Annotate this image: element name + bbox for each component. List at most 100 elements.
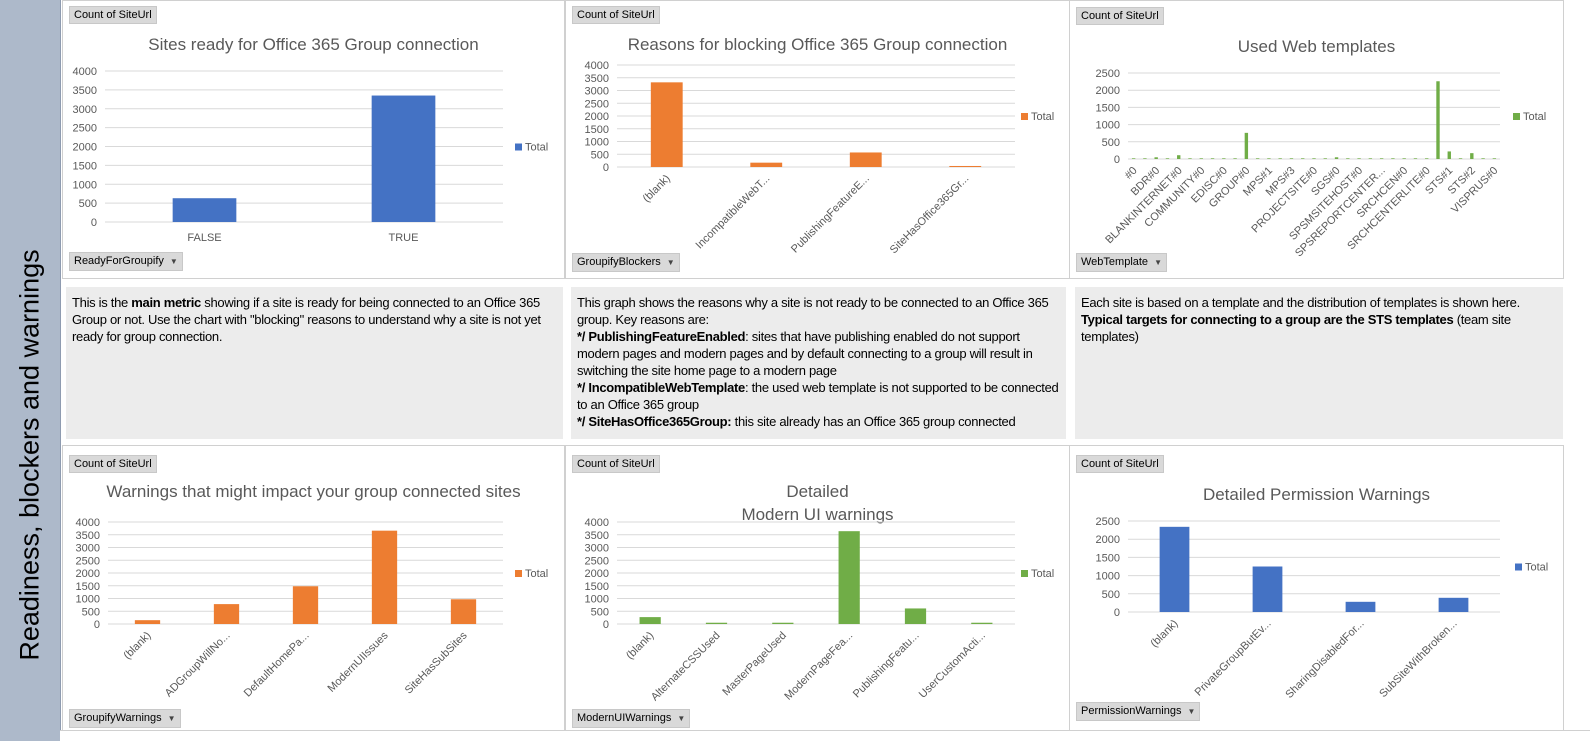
bar[interactable] [949, 165, 982, 167]
bar[interactable] [1154, 157, 1158, 159]
bar[interactable] [1346, 158, 1350, 159]
bar[interactable] [838, 531, 860, 624]
axis-field-button[interactable]: PermissionWarnings ▼ [1076, 702, 1201, 721]
y-tick-label: 1500 [73, 160, 97, 172]
y-tick-label: 2500 [585, 555, 609, 567]
dropdown-arrow-icon[interactable]: ▼ [167, 714, 176, 723]
bar[interactable] [1255, 158, 1260, 159]
bar[interactable] [213, 604, 240, 624]
axis-field-button[interactable]: ReadyForGroupify ▼ [69, 252, 183, 271]
bar[interactable] [1357, 158, 1361, 159]
bar[interactable] [1379, 158, 1384, 159]
bar[interactable] [1345, 601, 1376, 612]
y-tick-label: 0 [1114, 154, 1120, 166]
note-bold-text: */ IncompatibleWebTemplate [577, 380, 745, 395]
bar[interactable] [1323, 158, 1327, 159]
bar[interactable] [904, 608, 927, 624]
bar[interactable] [371, 95, 436, 222]
bar[interactable] [1131, 158, 1136, 159]
value-field-button[interactable]: Count of SiteUrl [1076, 7, 1164, 25]
chart-panel-modern-ui[interactable]: Count of SiteUrl ModernUIWarnings ▼ Detaile… [565, 445, 1070, 731]
y-tick-label: 1000 [1096, 120, 1120, 132]
chart-panel-permissions[interactable]: Count of SiteUrl PermissionWarnings ▼ Detai… [1069, 445, 1564, 731]
bar[interactable] [1210, 158, 1215, 159]
y-tick-label: 2500 [585, 98, 609, 110]
axis-field-button[interactable]: GroupifyWarnings ▼ [69, 709, 181, 728]
bar[interactable] [705, 622, 728, 624]
dropdown-arrow-icon[interactable]: ▼ [169, 257, 178, 266]
bar[interactable] [1470, 153, 1474, 159]
y-tick-label: 2500 [1096, 516, 1120, 528]
axis-field-button[interactable]: ModernUIWarnings ▼ [572, 709, 691, 728]
y-tick-label: 3000 [76, 543, 100, 555]
bar[interactable] [1199, 158, 1203, 159]
dropdown-arrow-icon[interactable]: ▼ [677, 714, 686, 723]
y-tick-label: 2000 [585, 111, 609, 123]
bar[interactable] [1143, 158, 1147, 159]
chart-panel-web-templates[interactable]: Count of SiteUrl WebTemplate ▼ Used Web tem… [1069, 0, 1564, 279]
bar[interactable] [1368, 158, 1373, 159]
bar[interactable] [750, 162, 783, 167]
dropdown-arrow-icon[interactable]: ▼ [1154, 258, 1162, 267]
bar[interactable] [1458, 158, 1463, 159]
bar[interactable] [639, 617, 661, 624]
bar[interactable] [1492, 158, 1497, 159]
y-tick-label: 0 [603, 619, 609, 631]
bar[interactable] [1165, 158, 1170, 159]
bar[interactable] [1233, 158, 1237, 159]
bar[interactable] [1278, 158, 1282, 159]
x-tick-label: STS#1 [1423, 165, 1455, 197]
axis-field-label: ModernUIWarnings [577, 712, 672, 724]
note-main-metric[interactable]: This is the main metric showing if a sit… [66, 287, 563, 439]
bar[interactable] [172, 198, 237, 222]
value-field-button[interactable]: Count of SiteUrl [572, 6, 660, 24]
dropdown-arrow-icon[interactable]: ▼ [666, 258, 675, 267]
bar[interactable] [1425, 158, 1429, 159]
value-field-button[interactable]: Count of SiteUrl [1076, 455, 1164, 473]
bar[interactable] [371, 530, 398, 624]
bar[interactable] [1334, 157, 1339, 159]
chart-panel-warnings[interactable]: Count of SiteUrl GroupifyWarnings ▼ Warning… [62, 445, 565, 731]
bar[interactable] [134, 620, 161, 624]
bar[interactable] [1402, 158, 1406, 159]
value-field-button[interactable]: Count of SiteUrl [69, 455, 157, 473]
bar[interactable] [1252, 566, 1283, 613]
y-tick-label: 2500 [1096, 68, 1120, 80]
bar[interactable] [1222, 158, 1226, 159]
bar[interactable] [1391, 158, 1395, 159]
bar[interactable] [292, 586, 319, 624]
bar[interactable] [450, 599, 477, 624]
x-tick-label: VISPRUS#0 [1449, 165, 1500, 216]
note-web-templates[interactable]: Each site is based on a template and the… [1075, 287, 1563, 439]
axis-field-button[interactable]: WebTemplate ▼ [1076, 253, 1167, 272]
bar[interactable] [650, 82, 683, 167]
bar[interactable] [1177, 155, 1181, 159]
chart-panel-ready[interactable]: Count of SiteUrl ReadyForGroupify ▼ Sites r… [62, 0, 565, 279]
chart-panel-blockers[interactable]: Count of SiteUrl GroupifyBlockers ▼ Reasons… [565, 0, 1070, 279]
y-tick-label: 2000 [1096, 534, 1120, 546]
bar[interactable] [1289, 158, 1294, 159]
bar[interactable] [1244, 132, 1249, 159]
bar[interactable] [1438, 597, 1469, 612]
dropdown-arrow-icon[interactable]: ▼ [1187, 707, 1196, 716]
value-field-button[interactable]: Count of SiteUrl [572, 455, 660, 473]
value-field-button[interactable]: Count of SiteUrl [69, 6, 157, 24]
chart-title: Detailed Permission Warnings [1202, 485, 1431, 504]
bar[interactable] [1413, 158, 1418, 159]
bar[interactable] [971, 622, 993, 624]
bar[interactable] [1312, 158, 1316, 159]
x-tick-label: PROJECTSITE#0 [1249, 165, 1320, 236]
axis-field-button[interactable]: GroupifyBlockers ▼ [572, 253, 680, 272]
bar[interactable] [1481, 158, 1485, 159]
note-blocking-reasons[interactable]: This graph shows the reasons why a site … [571, 287, 1066, 439]
bar[interactable] [1188, 158, 1192, 159]
bar[interactable] [1447, 151, 1451, 159]
x-tick-label: SiteHasOffice365Gr... [888, 173, 972, 257]
bar[interactable] [1159, 526, 1190, 612]
bar[interactable] [849, 152, 882, 167]
bar[interactable] [1436, 81, 1440, 159]
bar[interactable] [1267, 158, 1271, 159]
bar[interactable] [772, 622, 794, 624]
note-bold-text: main metric [131, 295, 201, 310]
bar[interactable] [1301, 158, 1305, 159]
